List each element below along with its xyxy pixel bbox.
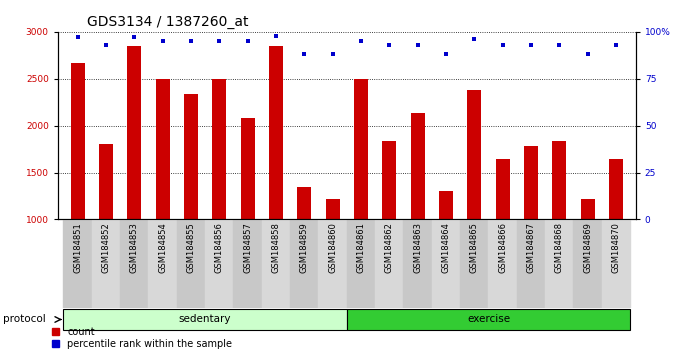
- Bar: [460, 219, 488, 308]
- Text: GSM184851: GSM184851: [73, 222, 82, 273]
- Bar: [148, 219, 177, 308]
- Text: GSM184854: GSM184854: [158, 222, 167, 273]
- Point: [384, 42, 395, 48]
- Bar: [545, 219, 573, 308]
- Text: GSM184868: GSM184868: [555, 222, 564, 273]
- Bar: [439, 191, 453, 219]
- Text: GSM184863: GSM184863: [413, 222, 422, 273]
- Text: GSM184859: GSM184859: [300, 222, 309, 273]
- Bar: [354, 79, 368, 219]
- Text: GSM184852: GSM184852: [101, 222, 110, 273]
- Bar: [233, 219, 262, 308]
- FancyBboxPatch shape: [63, 309, 347, 330]
- Text: GSM184860: GSM184860: [328, 222, 337, 273]
- Text: GSM184869: GSM184869: [583, 222, 592, 273]
- Bar: [290, 219, 318, 308]
- Bar: [432, 219, 460, 308]
- Text: GSM184862: GSM184862: [385, 222, 394, 273]
- Point: [242, 38, 253, 44]
- Point: [554, 42, 565, 48]
- Text: GSM184858: GSM184858: [271, 222, 280, 273]
- Bar: [71, 63, 85, 219]
- Bar: [326, 199, 340, 219]
- Text: sedentary: sedentary: [179, 314, 231, 325]
- Bar: [488, 219, 517, 308]
- Bar: [496, 159, 510, 219]
- Bar: [382, 141, 396, 219]
- Bar: [609, 159, 623, 219]
- Text: GSM184867: GSM184867: [526, 222, 535, 273]
- Text: GSM184857: GSM184857: [243, 222, 252, 273]
- Legend: count, percentile rank within the sample: count, percentile rank within the sample: [52, 327, 232, 349]
- Text: GSM184865: GSM184865: [470, 222, 479, 273]
- Bar: [269, 46, 283, 219]
- Bar: [411, 113, 425, 219]
- Point: [72, 35, 83, 40]
- Point: [186, 38, 197, 44]
- Text: GSM184861: GSM184861: [356, 222, 365, 273]
- Bar: [517, 219, 545, 308]
- Bar: [262, 219, 290, 308]
- Point: [327, 52, 338, 57]
- Bar: [602, 219, 630, 308]
- Point: [582, 52, 593, 57]
- Bar: [120, 219, 148, 308]
- Text: GSM184866: GSM184866: [498, 222, 507, 273]
- Bar: [63, 219, 92, 308]
- Bar: [467, 90, 481, 219]
- Bar: [184, 94, 198, 219]
- Text: GSM184853: GSM184853: [130, 222, 139, 273]
- Bar: [297, 187, 311, 219]
- Point: [441, 52, 452, 57]
- Point: [129, 35, 140, 40]
- Bar: [581, 199, 595, 219]
- Bar: [347, 219, 375, 308]
- Bar: [524, 146, 538, 219]
- Bar: [552, 141, 566, 219]
- Point: [469, 36, 480, 42]
- Bar: [212, 79, 226, 219]
- Text: GDS3134 / 1387260_at: GDS3134 / 1387260_at: [87, 16, 248, 29]
- Bar: [403, 219, 432, 308]
- Text: protocol: protocol: [3, 314, 46, 325]
- Point: [271, 33, 282, 39]
- Bar: [156, 79, 170, 219]
- Point: [611, 42, 622, 48]
- Point: [412, 42, 423, 48]
- Point: [101, 42, 112, 48]
- Point: [214, 38, 225, 44]
- Bar: [375, 219, 403, 308]
- Bar: [177, 219, 205, 308]
- Text: GSM184856: GSM184856: [215, 222, 224, 273]
- Point: [157, 38, 168, 44]
- Bar: [99, 144, 113, 219]
- Point: [299, 52, 310, 57]
- Point: [356, 38, 367, 44]
- Point: [526, 42, 537, 48]
- Bar: [573, 219, 602, 308]
- Text: GSM184855: GSM184855: [186, 222, 195, 273]
- Bar: [205, 219, 233, 308]
- FancyBboxPatch shape: [347, 309, 630, 330]
- Text: exercise: exercise: [467, 314, 510, 325]
- Bar: [127, 46, 141, 219]
- Bar: [318, 219, 347, 308]
- Text: GSM184864: GSM184864: [441, 222, 450, 273]
- Text: GSM184870: GSM184870: [611, 222, 620, 273]
- Bar: [92, 219, 120, 308]
- Point: [497, 42, 508, 48]
- Bar: [241, 118, 255, 219]
